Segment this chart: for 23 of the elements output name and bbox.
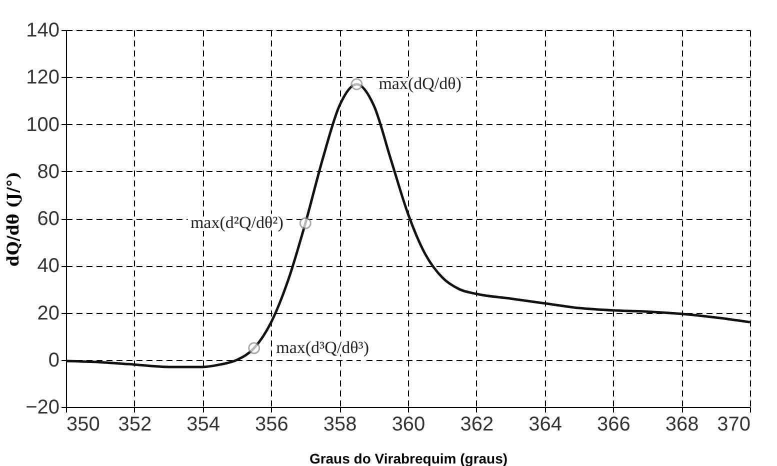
y-tick-label: −20 <box>26 396 60 418</box>
y-tick-label: 20 <box>37 302 60 324</box>
annotation: max(d³Q/dθ³) <box>276 338 370 358</box>
y-tick-label: 0 <box>48 349 60 372</box>
x-tick-label: 370 <box>717 414 750 436</box>
annotation: max(dQ/dθ) <box>378 74 462 94</box>
y-tick-label: 100 <box>26 114 60 136</box>
y-tick-label: 120 <box>26 66 60 89</box>
y-tick-label: 80 <box>37 160 60 183</box>
y-tick-label: 40 <box>37 255 60 278</box>
x-tick-label: 362 <box>460 414 494 436</box>
x-tick-label: 350 <box>66 414 100 436</box>
x-tick-label: 358 <box>323 414 357 436</box>
x-tick-label: 364 <box>528 414 562 436</box>
y-axis-title: dQ/dθ (J/°) <box>4 172 23 266</box>
y-tick-label: 60 <box>37 208 60 230</box>
x-tick-label: 366 <box>597 414 630 436</box>
x-tick-label: 368 <box>665 414 699 436</box>
x-tick-label: 356 <box>255 414 288 436</box>
x-tick-label: 354 <box>186 414 220 436</box>
x-tick-label: 352 <box>118 414 152 436</box>
x-tick-label: 360 <box>392 414 426 436</box>
y-tick-label: 140 <box>26 20 60 42</box>
